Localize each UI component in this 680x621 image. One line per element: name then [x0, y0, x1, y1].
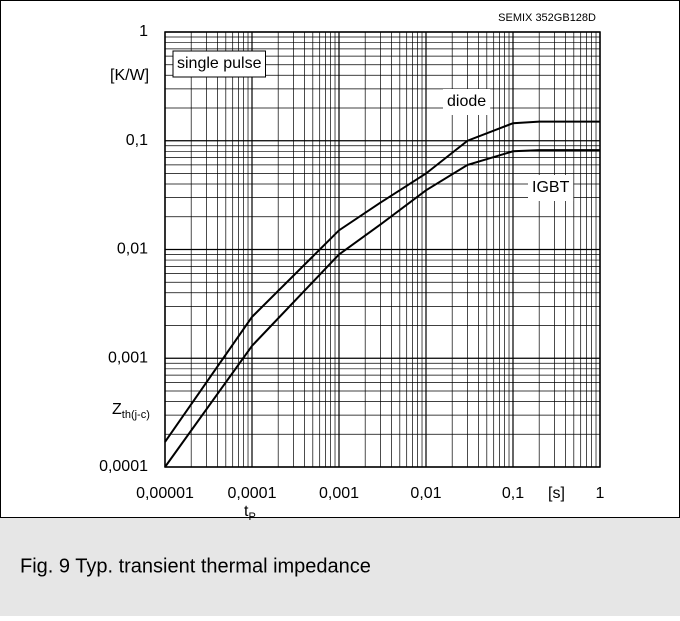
annotation-box — [172, 50, 266, 78]
x-tick-label: 0,1 — [502, 485, 524, 502]
chart-title: SEMIX 352GB128D — [498, 12, 596, 24]
series-label-box — [443, 89, 491, 115]
y-tick-label: 0,01 — [117, 241, 148, 258]
chart-frame — [0, 0, 680, 518]
plot-frame — [164, 31, 601, 468]
x-tick-label: 1 — [596, 485, 605, 502]
x-axis-label-main: t — [244, 503, 249, 520]
y-tick-label: 0,1 — [126, 132, 148, 149]
x-tick-label: 0,00001 — [136, 485, 194, 502]
y-unit: [K/W] — [110, 67, 149, 84]
x-tick-label: 0,01 — [410, 485, 441, 502]
y-tick-label: 0,001 — [108, 349, 148, 366]
x-tick-label: 0,0001 — [228, 485, 277, 502]
x-unit: [s] — [548, 485, 565, 502]
series-line — [164, 149, 600, 468]
series-label: IGBT — [532, 179, 570, 196]
x-axis-label: tP — [244, 503, 256, 523]
y-axis-label: Zth(j-c) — [112, 401, 150, 421]
annotation: single pulse — [177, 55, 262, 72]
y-tick-label: 1 — [139, 23, 148, 40]
caption: Fig. 9 Typ. transient thermal impedance — [20, 555, 371, 577]
x-tick-label: 0,001 — [319, 485, 359, 502]
series-label-box — [528, 175, 574, 201]
y-axis-label-main: Z — [112, 401, 122, 418]
x-axis-label-sub: P — [248, 511, 255, 523]
y-tick-label: 0,0001 — [99, 458, 148, 475]
caption-area — [0, 518, 680, 616]
y-axis-label-sub: th(j-c) — [122, 409, 150, 421]
series-label: diode — [447, 93, 486, 110]
series-line — [164, 120, 600, 443]
